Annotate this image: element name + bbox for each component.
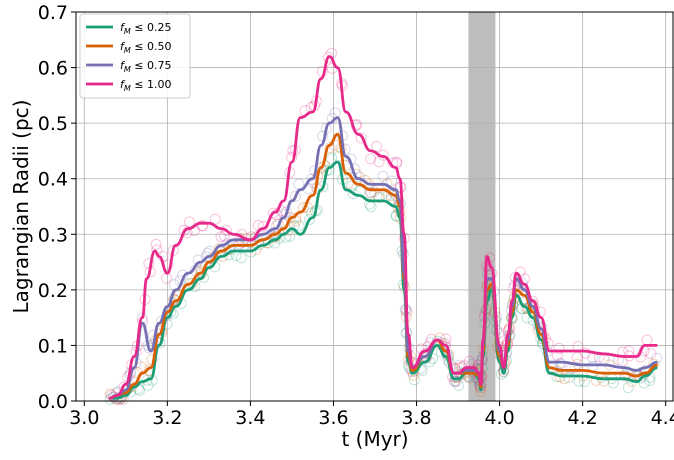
scatter-point: [454, 359, 466, 371]
x-tick-label: 3.4: [235, 407, 265, 429]
scatter-point: [386, 175, 398, 187]
legend-label: fM ≤ 0.75: [120, 59, 171, 74]
scatter-point: [278, 209, 290, 221]
scatter-point: [287, 144, 299, 156]
scatter-point: [289, 190, 301, 202]
scatter-point: [221, 224, 233, 236]
scatter-point: [364, 198, 376, 210]
series-line-2: [109, 116, 658, 400]
scatter-point: [209, 213, 221, 225]
scatter-point: [448, 375, 460, 387]
shaded-band-layer: [468, 12, 496, 401]
scatter-point: [371, 140, 383, 152]
scatter-point: [324, 142, 336, 154]
scatter-point: [134, 385, 146, 397]
scatter-point: [365, 187, 377, 199]
y-tick-label: 0.7: [38, 2, 68, 24]
scatter-point: [284, 230, 296, 242]
scatter-point: [257, 220, 269, 232]
scatter-point: [178, 224, 190, 236]
scatter-point: [141, 374, 153, 386]
y-tick-label: 0.4: [38, 169, 68, 191]
x-tick-label: 4.2: [568, 407, 598, 429]
legend-label: fM ≤ 1.00: [120, 78, 171, 93]
x-tick-label: 3.0: [69, 407, 99, 429]
scatter-point: [408, 374, 420, 386]
scatter-point: [579, 347, 591, 359]
scatter-point: [493, 327, 505, 339]
y-tick-label: 0.0: [38, 391, 68, 413]
scatter-point: [644, 375, 656, 387]
scatter-point: [215, 231, 227, 243]
scatter-point: [368, 186, 380, 198]
scatter-point: [150, 238, 162, 250]
scatter-point: [347, 188, 359, 200]
scatter-point: [161, 272, 173, 284]
scatter-point: [183, 216, 195, 228]
scatter-point: [355, 132, 367, 144]
legend-label: fM ≤ 0.50: [120, 40, 171, 55]
scatter-point: [272, 218, 284, 230]
scatter-point: [440, 333, 452, 345]
scatter-point: [267, 207, 279, 219]
scatter-point: [453, 380, 465, 392]
scatter-point: [571, 352, 583, 364]
scatter-point: [634, 372, 646, 384]
scatter-point: [323, 164, 335, 176]
scatter-point: [218, 230, 230, 242]
y-tick-label: 0.1: [38, 335, 68, 357]
plot-frame: [75, 11, 674, 402]
scatter-point: [641, 334, 653, 346]
scatter-point: [638, 377, 650, 389]
scatter-point: [374, 192, 386, 204]
y-tick-label: 0.6: [38, 58, 68, 80]
scatter-point: [329, 107, 341, 119]
scatter-point: [645, 348, 657, 360]
y-tick-label: 0.3: [38, 224, 68, 246]
series-line-1: [109, 132, 658, 400]
y-axis-label: Lagrangian Radii (pc): [9, 100, 33, 314]
scatter-point: [196, 220, 208, 232]
scatter-point: [365, 186, 377, 198]
x-tick-label: 4.4: [651, 407, 674, 429]
scatter-point: [304, 213, 316, 225]
legend: fM ≤ 0.25 fM ≤ 0.50 fM ≤ 0.75 fM ≤ 1.00: [79, 13, 191, 99]
scatter-point: [559, 373, 571, 385]
scatter-point: [593, 351, 605, 363]
scatter-point: [598, 375, 610, 387]
scatter-point: [317, 181, 329, 193]
scatter-point: [322, 51, 334, 63]
scatter-point: [590, 374, 602, 386]
x-axis-label: t (Myr): [341, 427, 408, 451]
x-tick-label: 3.2: [152, 407, 182, 429]
scatter-point: [326, 153, 338, 165]
series-line-3: [109, 55, 658, 400]
scatter-point: [359, 175, 371, 187]
scatter-point: [270, 220, 282, 232]
x-tick-label: 3.6: [318, 407, 348, 429]
scatter-point: [553, 342, 565, 354]
scatter-point: [235, 252, 247, 264]
scatter-point: [622, 382, 634, 394]
scatter-point: [365, 201, 377, 213]
x-tick-label: 4.0: [484, 407, 514, 429]
scatter-point: [196, 220, 208, 232]
scatter-point: [450, 375, 462, 387]
scatter-point: [213, 243, 225, 255]
tick-layer: 3.0 3.2 3.4 3.6 3.8 4.0 4.2 4.4 0.0 0.1 0.2 0.3 0.4 0…: [38, 2, 674, 429]
y-tick-label: 0.5: [38, 113, 68, 135]
scatter-point: [297, 202, 309, 214]
shaded-band: [468, 12, 496, 401]
scatter-point: [365, 153, 377, 165]
scatter-point: [377, 170, 389, 182]
y-tick-label: 0.2: [38, 280, 68, 302]
legend-label: fM ≤ 0.25: [120, 21, 171, 36]
series-lines-layer: [109, 55, 658, 400]
legend-box: [79, 13, 191, 99]
scatter-point: [449, 375, 461, 387]
scatter-point: [293, 220, 305, 232]
x-tick-label: 3.8: [401, 407, 431, 429]
